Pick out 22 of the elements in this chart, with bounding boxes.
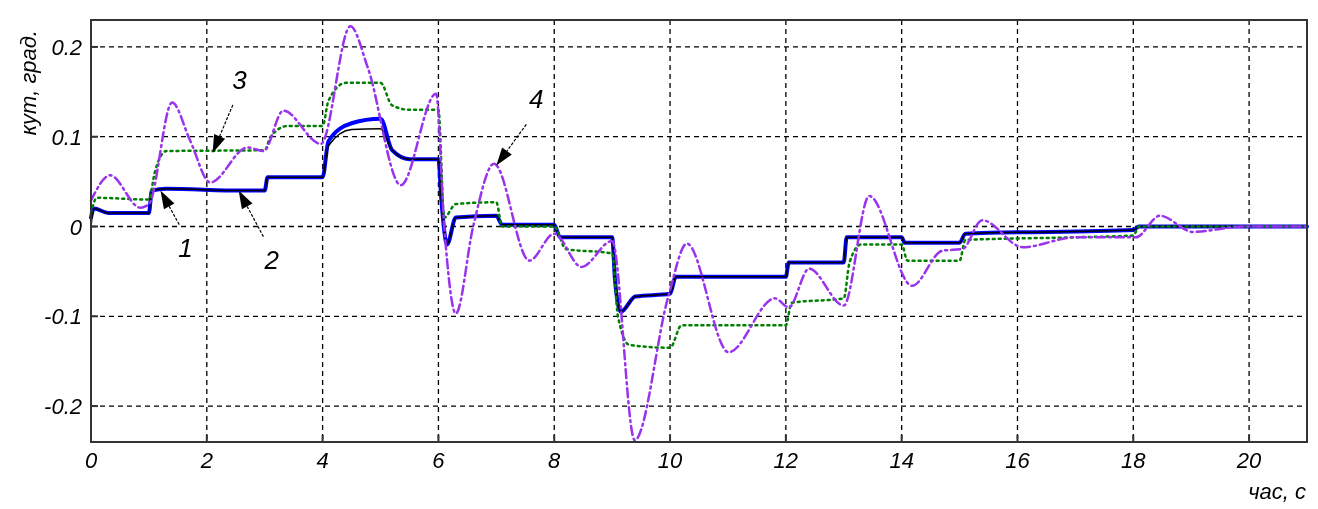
x-tick-label: 10 (657, 448, 684, 473)
annotation: 1 (178, 232, 193, 263)
y-tick-label: 0 (69, 214, 83, 240)
x-tick-label: 4 (316, 448, 329, 473)
annotation: 4 (529, 84, 544, 115)
annotation: 2 (263, 244, 280, 275)
x-tick-label: 2 (199, 448, 213, 473)
x-tick-label: 12 (773, 448, 799, 473)
y-axis-title: кут, град. (16, 30, 41, 136)
annotation: 3 (232, 64, 248, 95)
x-tick-label: 20 (1235, 448, 1263, 473)
y-tick-label: 0.2 (51, 34, 82, 60)
x-tick-label: 18 (1121, 448, 1147, 473)
x-axis-title: час, с (1248, 479, 1306, 504)
x-tick-label: 14 (889, 448, 914, 473)
x-tick-label: 0 (84, 448, 98, 473)
x-tick-label: 6 (432, 448, 446, 473)
x-tick-label: 16 (1005, 448, 1031, 473)
y-tick-label: -0.1 (44, 304, 82, 330)
y-tick-label: -0.2 (44, 394, 82, 420)
y-tick-label: 0.1 (51, 124, 82, 150)
x-tick-label: 8 (548, 448, 562, 473)
